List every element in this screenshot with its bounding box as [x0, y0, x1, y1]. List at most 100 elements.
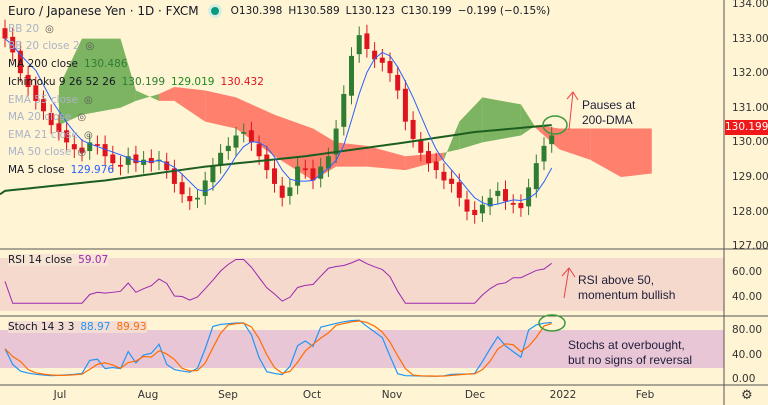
eye-hidden-icon[interactable]: ◎	[77, 111, 87, 123]
legend-ma20[interactable]: MA 20 close ◎	[8, 111, 86, 123]
candle-body	[387, 61, 393, 74]
candle-body	[410, 119, 416, 139]
legend-bb20-2[interactable]: BB 20 close 2 ◎	[8, 40, 94, 52]
candle-body	[295, 166, 301, 186]
market-status-icon	[210, 7, 219, 15]
legend-stoch[interactable]: Stoch 14 3 3 88.97 89.93	[8, 321, 147, 333]
legend-label: Ichimoku 9 26 52 26	[8, 76, 116, 88]
annotation-text: Pauses at	[582, 98, 636, 112]
time-axis-label: Oct	[302, 389, 322, 401]
candle-body	[272, 168, 277, 184]
candle-body	[472, 209, 478, 216]
cloud-segment	[120, 38, 136, 108]
candle-body	[503, 189, 508, 202]
rsi-axis-label: 60.00	[732, 266, 763, 278]
time-axis-label: Dec	[464, 389, 486, 401]
legend-value: 129.976	[70, 164, 115, 176]
price-axis-label: 129.000	[732, 171, 768, 183]
legend-ma5[interactable]: MA 5 close 129.976	[8, 164, 114, 176]
time-axis-label: Nov	[381, 389, 403, 401]
candle-body	[125, 156, 131, 165]
legend-label: RSI 14 close	[8, 254, 73, 266]
price-axis-label: 134.000	[732, 0, 768, 10]
candle-body	[479, 204, 485, 214]
time-axis-label: 2022	[549, 389, 577, 401]
ohlc-close: C130.199	[400, 5, 452, 17]
stoch-axis-label: 0.00	[732, 373, 756, 385]
time-axis-label: Aug	[137, 389, 159, 401]
time-axis-label: Jul	[53, 389, 67, 401]
candle-body	[441, 171, 447, 181]
legend-value: 89.93	[116, 321, 147, 333]
candle-body	[48, 112, 54, 126]
highlight-ellipse	[538, 314, 566, 332]
legend-rsi[interactable]: RSI 14 close 59.07	[8, 254, 109, 266]
annotation-rsi: RSI above 50, momentum bullish	[578, 273, 675, 303]
cloud-segment	[443, 121, 460, 160]
eye-hidden-icon[interactable]: ◎	[83, 94, 93, 106]
time-axis-label: Feb	[635, 389, 655, 401]
price-axis-label: 133.000	[732, 32, 768, 45]
legend-label: EMA 21 close	[8, 129, 78, 141]
candle-body	[449, 178, 455, 184]
candle-body	[341, 93, 347, 127]
symbol-title[interactable]: Euro / Japanese Yen · 1D · FXCM	[8, 4, 199, 18]
candle-body	[264, 154, 270, 171]
rsi-axis-label: 40.00	[732, 291, 763, 303]
stoch-band	[0, 330, 724, 368]
eye-hidden-icon[interactable]: ◎	[85, 40, 95, 52]
candle-body	[433, 161, 439, 171]
stoch-axis-label: 40.00	[732, 349, 763, 361]
candle-body	[302, 168, 308, 171]
cloud-segment	[274, 114, 313, 181]
ohlc-low: L130.123	[345, 5, 395, 17]
annotation-200dma: Pauses at 200-DMA	[582, 98, 635, 128]
candle-body	[148, 157, 154, 164]
candle-body	[495, 190, 501, 197]
legend-ichimoku[interactable]: Ichimoku 9 26 52 26 130.199 129.019 130.432	[8, 76, 264, 88]
legend-ema55[interactable]: EMA 55 close ◎	[8, 94, 93, 106]
settings-gear-icon[interactable]: ⚙	[741, 388, 753, 403]
candle-body	[248, 130, 254, 143]
legend-label: Stoch 14 3 3	[8, 321, 75, 333]
cloud-segment	[159, 87, 175, 101]
candle-body	[17, 50, 23, 74]
candle-body	[118, 164, 123, 167]
time-axis-label: Sep	[218, 389, 238, 401]
rsi-band	[0, 258, 724, 311]
legend-label: EMA 55 close	[8, 94, 78, 106]
cloud-segment	[621, 128, 652, 177]
candle-body	[218, 152, 224, 165]
legend-ma200[interactable]: MA 200 close 130.486	[8, 58, 127, 70]
eye-hidden-icon[interactable]: ◎	[45, 23, 54, 35]
candle-body	[241, 132, 247, 134]
legend-label: MA 20 close	[8, 111, 72, 123]
candle-body	[395, 74, 401, 91]
cloud-segment	[405, 152, 444, 171]
last-price-tag: 130.199	[725, 120, 768, 135]
candle-body	[56, 123, 62, 133]
candle-body	[133, 154, 139, 164]
price-axis-label: 127.000	[732, 240, 768, 253]
candle-body	[310, 168, 316, 181]
candle-body	[10, 36, 16, 53]
cloud-segment	[536, 125, 560, 150]
candle-body	[256, 144, 262, 157]
ma5-line	[4, 38, 553, 206]
cloud-segment	[520, 104, 537, 136]
annotation-text: momentum bullish	[578, 288, 676, 302]
candle-body	[533, 163, 539, 190]
eye-hidden-icon[interactable]: ◎	[77, 146, 87, 158]
legend-ema21[interactable]: EMA 21 close ◎	[8, 129, 93, 141]
legend-bb20[interactable]: BB 20 ◎	[8, 23, 54, 35]
eye-hidden-icon[interactable]: ◎	[83, 129, 93, 141]
cloud-segment	[236, 97, 275, 157]
ichimoku-cloud	[58, 38, 652, 181]
candle-body	[356, 35, 362, 55]
legend-label: MA 5 close	[8, 164, 65, 176]
legend-ma50[interactable]: MA 50 close ◎	[8, 146, 86, 158]
legend-label: BB 20	[8, 23, 40, 35]
legend-value: 59.07	[78, 254, 109, 266]
candle-body	[325, 156, 331, 169]
